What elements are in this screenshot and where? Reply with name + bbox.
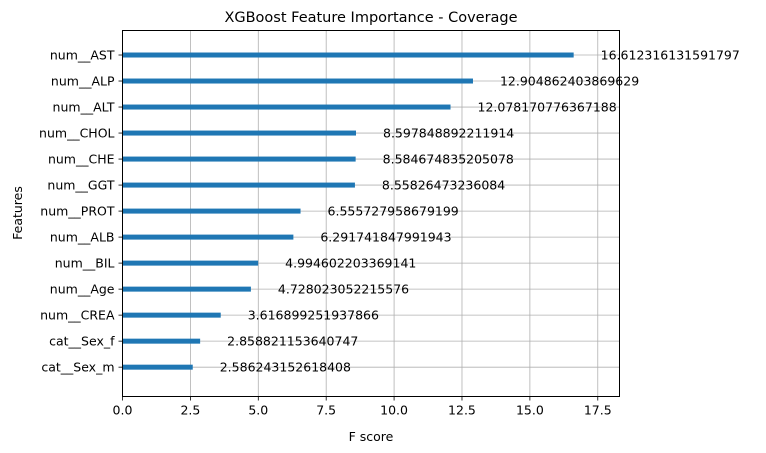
bar-value-label: 2.586243152618408 <box>220 360 351 375</box>
y-tick-label: num__ALB <box>50 230 115 245</box>
bar-value-label: 4.728023052215576 <box>278 282 409 297</box>
bar-value-label: 12.078170776367188 <box>478 100 617 115</box>
y-tick-label: cat__Sex_m <box>41 360 114 375</box>
x-tick-label: 10.0 <box>380 403 408 418</box>
value-labels: 16.612316131591797 12.904862403869629 12.0… <box>220 48 740 375</box>
x-tick-label: 7.5 <box>316 403 336 418</box>
y-tick-label: num__BIL <box>55 256 115 271</box>
y-tick-label: num__GGT <box>47 178 114 193</box>
bar <box>122 156 356 162</box>
bar-value-label: 16.612316131591797 <box>601 48 740 63</box>
y-tick-label: num__ALT <box>53 100 115 115</box>
x-tick-label: 15.0 <box>516 403 544 418</box>
x-axis-label: F score <box>349 429 394 444</box>
chart-title: XGBoost Feature Importance - Coverage <box>224 10 517 26</box>
bar <box>122 208 301 214</box>
bar <box>122 312 221 318</box>
y-tick-label: num__CHOL <box>39 126 114 141</box>
x-tick-label: 17.5 <box>584 403 612 418</box>
y-tick-label: num__AST <box>50 48 115 63</box>
y-tick-label: num__PROT <box>40 204 115 219</box>
x-tick-label: 2.5 <box>180 403 200 418</box>
bar-value-label: 2.858821153640747 <box>227 334 358 349</box>
bar-value-label: 4.994602203369141 <box>285 256 416 271</box>
x-tick-label: 5.0 <box>248 403 268 418</box>
y-tick-label: num__ALP <box>51 74 115 89</box>
bar-value-label: 12.904862403869629 <box>500 74 639 89</box>
bar-value-label: 6.291741847991943 <box>320 230 451 245</box>
bar-value-label: 8.584674835205078 <box>383 152 514 167</box>
bar <box>122 130 357 136</box>
y-tick-labels: num__AST num__ALP num__ALT num__CHOL num__CH… <box>39 48 123 375</box>
bar <box>122 364 193 370</box>
y-tick-label: num__CHE <box>48 152 115 167</box>
bar-value-label: 3.616899251937866 <box>248 308 379 323</box>
bar <box>122 78 473 84</box>
bar <box>122 104 451 110</box>
bar <box>122 338 201 344</box>
bars <box>122 52 574 370</box>
bar <box>122 182 355 188</box>
y-tick-label: num__Age <box>50 282 115 297</box>
bar-value-label: 6.555727958679199 <box>328 204 459 219</box>
y-axis-label: Features <box>10 186 25 240</box>
plot-frame <box>122 30 620 397</box>
bar <box>122 52 574 58</box>
x-axis-ticks: 0.0 2.5 5.0 7.5 10.0 12.5 15.0 17.5 <box>113 396 612 418</box>
bar-value-label: 8.597848892211914 <box>383 126 514 141</box>
x-tick-label: 12.5 <box>448 403 476 418</box>
bar <box>122 260 259 266</box>
y-tick-label: cat__Sex_f <box>49 334 115 349</box>
bar-value-label: 8.55826473236084 <box>382 178 505 193</box>
x-tick-label: 0.0 <box>113 403 133 418</box>
y-tick-label: num__CREA <box>40 308 115 323</box>
bar <box>122 234 294 240</box>
bar <box>122 286 251 292</box>
